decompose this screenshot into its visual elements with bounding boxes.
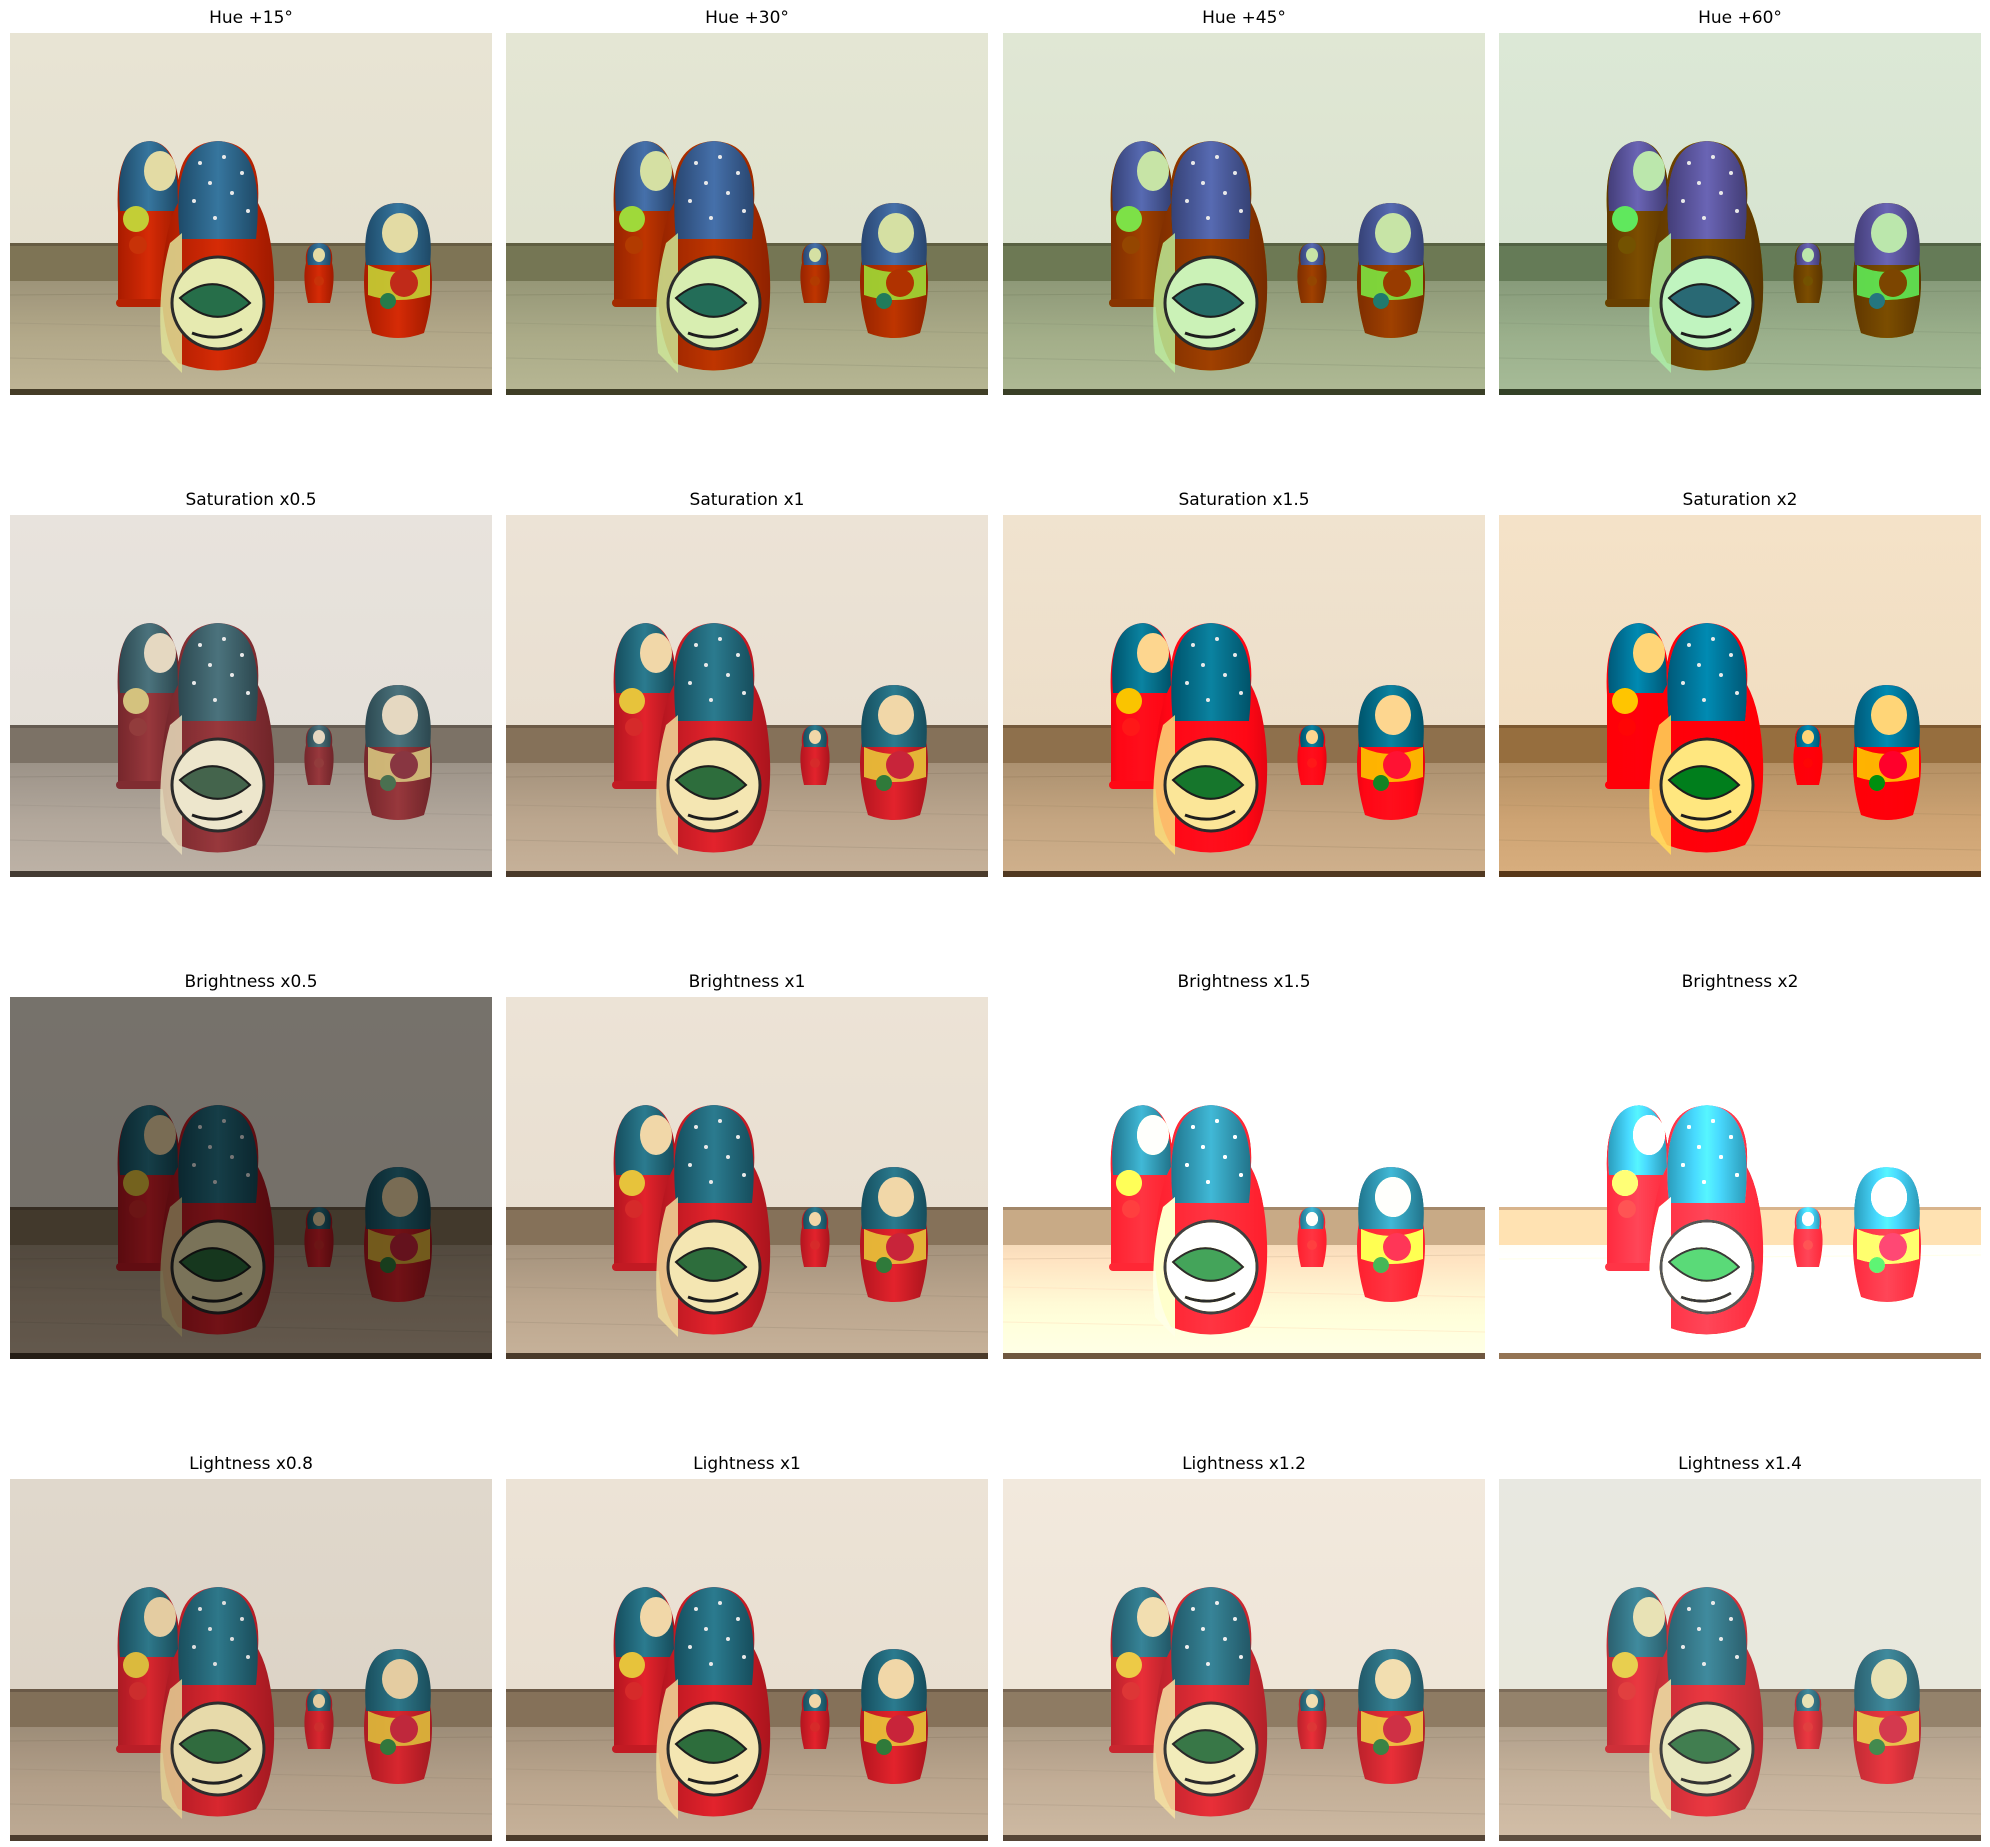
dolls-photo (10, 997, 492, 1359)
panel-title: Lightness x1.2 (1182, 1454, 1306, 1474)
dolls-photo (1003, 515, 1485, 877)
panel-title: Hue +45° (1202, 8, 1286, 28)
panel-title: Saturation x1 (689, 490, 805, 510)
dolls-photo (10, 1479, 492, 1841)
panel-title: Brightness x0.5 (184, 972, 318, 992)
dolls-photo (506, 1479, 988, 1841)
panel-title: Brightness x1.5 (1177, 972, 1311, 992)
panel-title: Brightness x2 (1681, 972, 1799, 992)
panel-title: Saturation x2 (1682, 490, 1798, 510)
dolls-photo (506, 997, 988, 1359)
dolls-photo (1003, 997, 1485, 1359)
dolls-photo (10, 515, 492, 877)
panel-title: Saturation x0.5 (185, 490, 317, 510)
dolls-photo (1499, 33, 1981, 395)
dolls-photo (1499, 997, 1981, 1359)
panel-title: Saturation x1.5 (1178, 490, 1310, 510)
dolls-photo (1499, 1479, 1981, 1841)
dolls-photo (506, 515, 988, 877)
dolls-photo (1499, 515, 1981, 877)
dolls-photo (10, 33, 492, 395)
dolls-photo (1003, 33, 1485, 395)
panel-title: Lightness x1 (693, 1454, 801, 1474)
panel-title: Hue +60° (1698, 8, 1782, 28)
panel-title: Brightness x1 (688, 972, 806, 992)
panel-title: Hue +30° (705, 8, 789, 28)
panel-title: Lightness x1.4 (1678, 1454, 1802, 1474)
dolls-photo (1003, 1479, 1485, 1841)
panel-title: Hue +15° (209, 8, 293, 28)
dolls-photo (506, 33, 988, 395)
panel-title: Lightness x0.8 (189, 1454, 313, 1474)
